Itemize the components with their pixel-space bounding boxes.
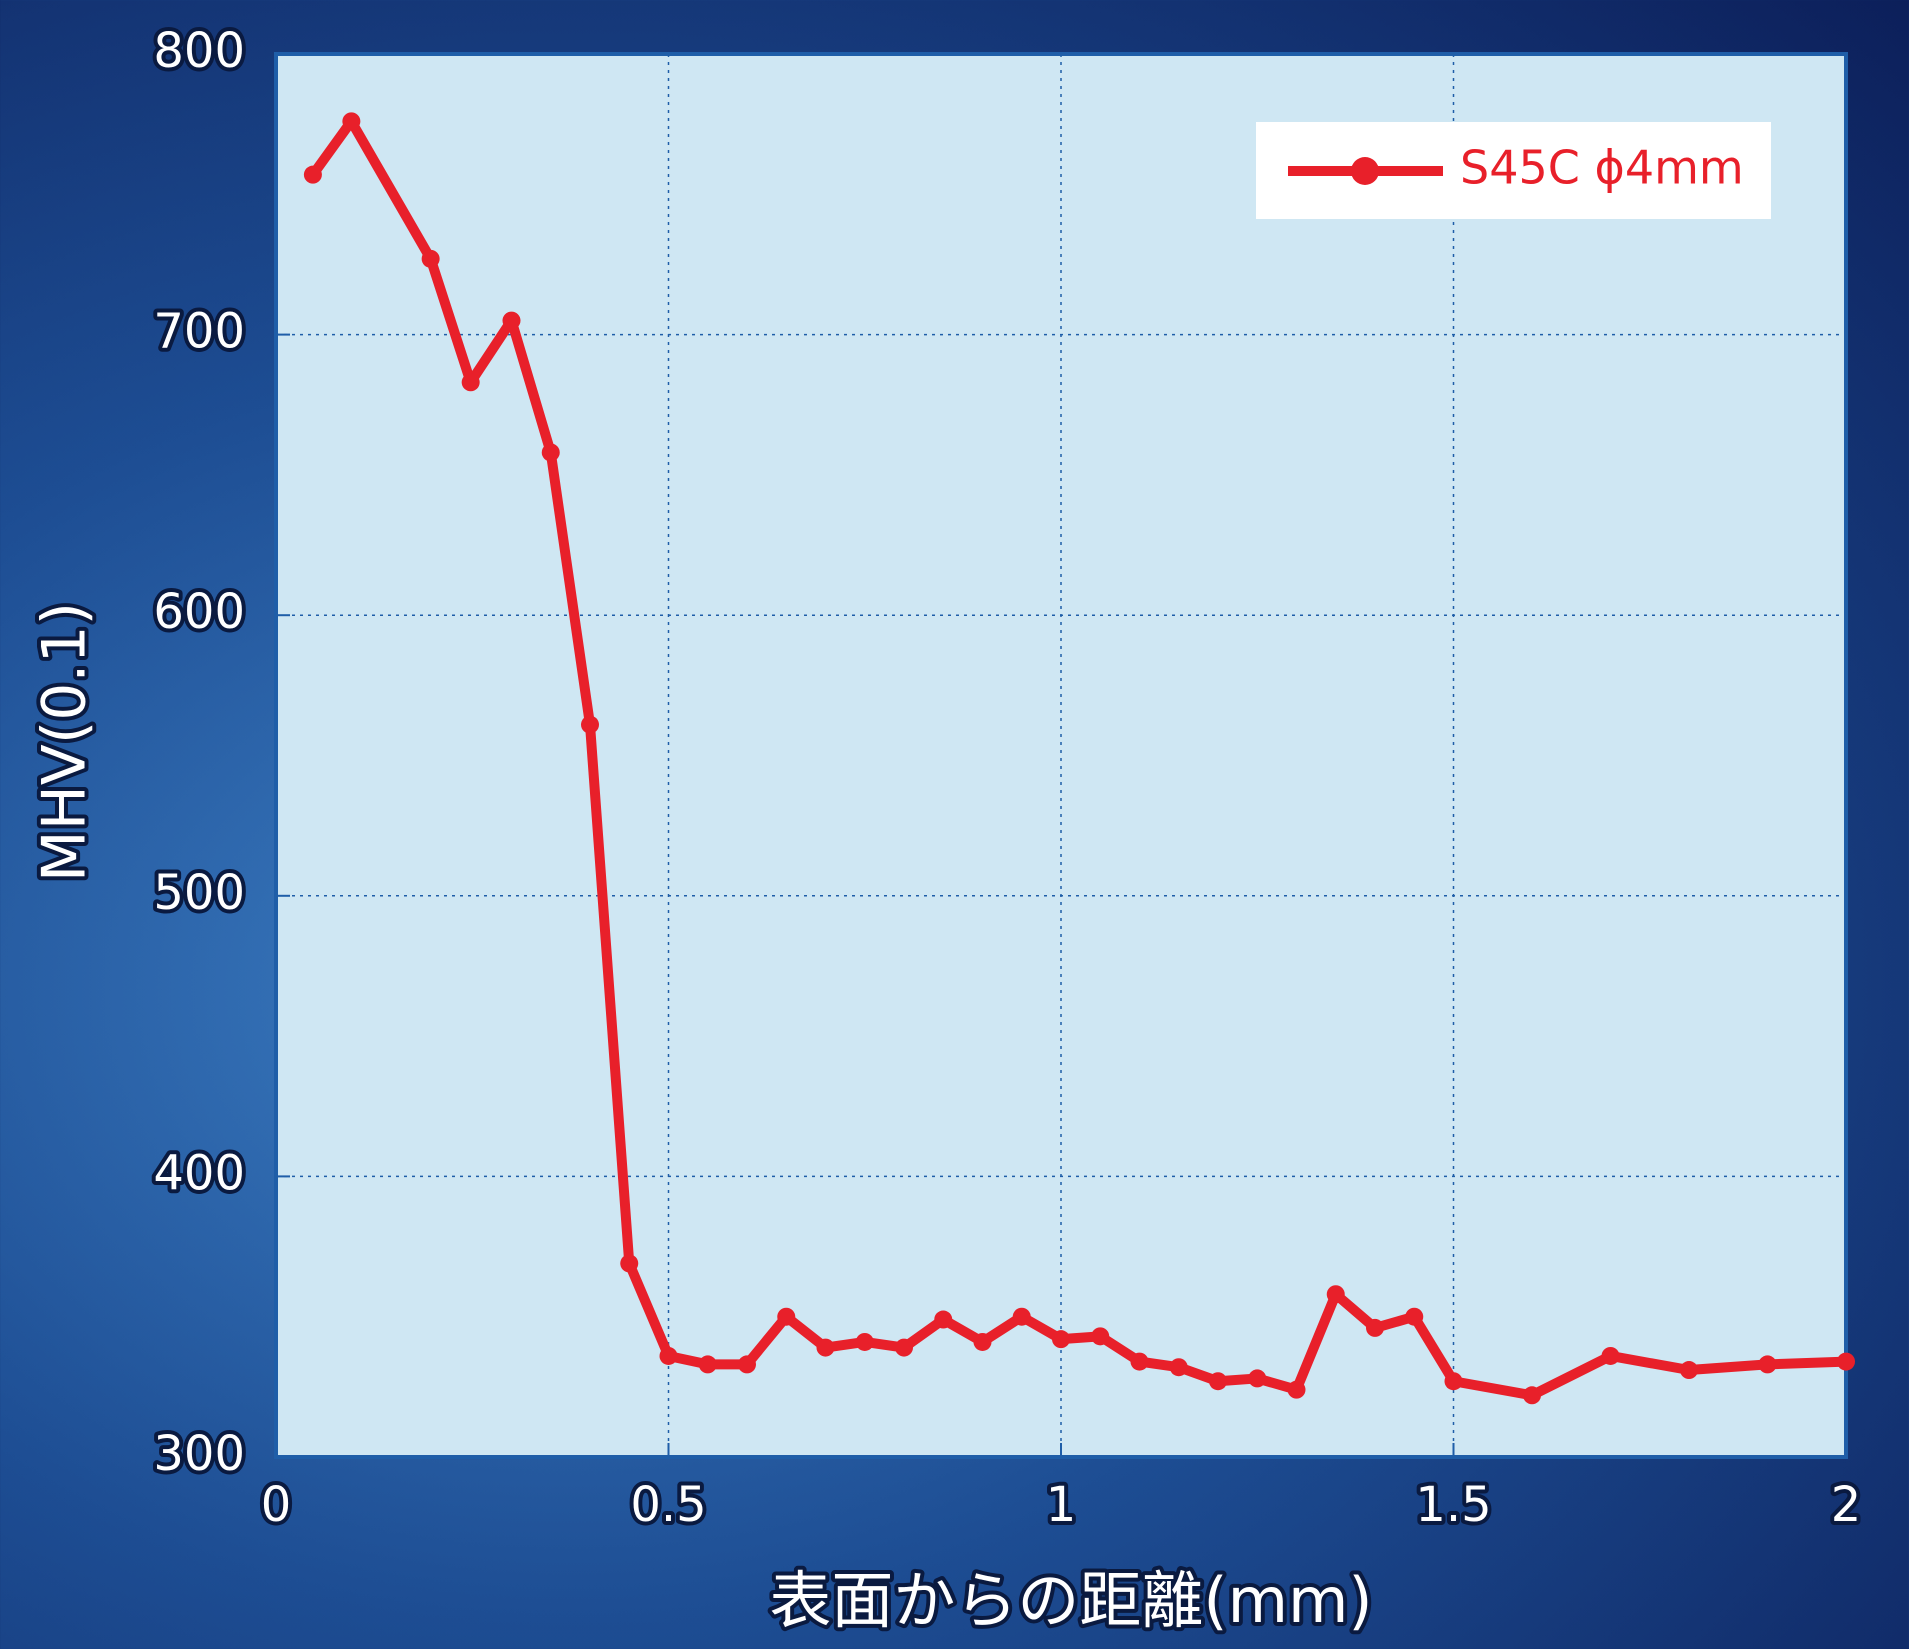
- data-point: [1366, 1318, 1384, 1337]
- data-point: [1444, 1372, 1463, 1391]
- data-point: [1052, 1330, 1070, 1349]
- data-point: [698, 1355, 717, 1374]
- y-axis-label: MHV(0.1): [30, 602, 100, 882]
- data-point: [1209, 1372, 1227, 1391]
- x-tick-label: 2: [1831, 1477, 1862, 1533]
- data-point: [777, 1307, 796, 1326]
- y-tick-label: 400: [153, 1145, 245, 1201]
- data-point: [738, 1355, 756, 1374]
- legend-label: S45C ϕ4mm: [1460, 141, 1744, 195]
- data-line: [308, 116, 1847, 1401]
- data-point: [1680, 1361, 1698, 1380]
- plot-border: [274, 52, 1848, 1459]
- data-point: [816, 1338, 835, 1357]
- data-point: [461, 373, 480, 392]
- data-point: [1130, 1352, 1149, 1371]
- y-tick-label: 300: [153, 1426, 245, 1482]
- data-point: [1523, 1386, 1541, 1405]
- data-point: [934, 1310, 953, 1329]
- data-point: [895, 1338, 913, 1357]
- data-point: [659, 1346, 678, 1365]
- data-point: [1248, 1369, 1267, 1388]
- data-point: [1758, 1355, 1777, 1374]
- data-point: [620, 1254, 639, 1273]
- x-tick-label: 0: [261, 1477, 292, 1533]
- data-point: [581, 715, 599, 734]
- x-tick-label: 1.5: [1415, 1477, 1491, 1533]
- y-tick-label: 800: [153, 23, 245, 79]
- data-point: [1091, 1327, 1110, 1346]
- data-point: [1601, 1346, 1620, 1365]
- data-point: [1326, 1285, 1345, 1304]
- data-point: [855, 1332, 874, 1351]
- x-axis-label: 表面からの距離(mm): [769, 1564, 1372, 1637]
- data-point: [421, 249, 440, 268]
- y-tick-label: 700: [153, 304, 245, 360]
- y-tick-label: 600: [153, 584, 245, 640]
- data-point: [502, 311, 521, 330]
- data-point: [303, 165, 322, 184]
- x-tick-label: 0.5: [630, 1477, 706, 1533]
- data-point: [1405, 1307, 1424, 1326]
- data-point: [1287, 1380, 1306, 1399]
- data-point: [973, 1332, 992, 1351]
- y-tick-label: 500: [153, 865, 245, 921]
- data-point: [541, 443, 560, 462]
- data-point: [1837, 1352, 1855, 1371]
- legend-marker: [1351, 157, 1379, 185]
- data-point: [342, 112, 361, 131]
- data-point: [1012, 1307, 1031, 1326]
- data-point: [1169, 1358, 1188, 1377]
- x-tick-label: 1: [1046, 1477, 1077, 1533]
